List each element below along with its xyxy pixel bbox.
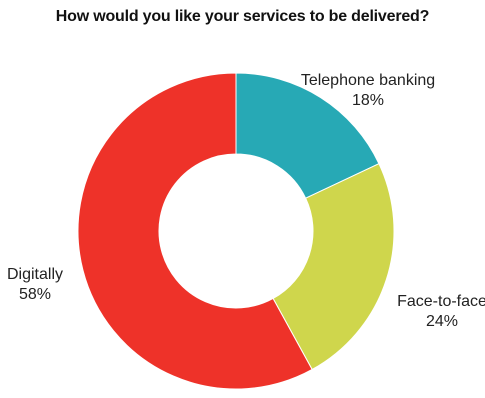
slice-label: Digitally: [7, 266, 63, 283]
chart-title: How would you like your services to be d…: [55, 8, 430, 25]
slice-digitally: [77, 72, 313, 390]
slice-face-to-face: [272, 163, 395, 371]
slice-telephone-banking: [235, 72, 380, 199]
slice-value-label: 58%: [19, 286, 51, 303]
donut-slices: [77, 72, 395, 390]
slice-labels: Telephone banking 18% Face-to-face 24% Digit…: [7, 72, 485, 330]
slice-label: Telephone banking: [301, 72, 435, 89]
slice-value-label: 18%: [352, 92, 384, 109]
slice-value-label: 24%: [426, 313, 458, 330]
slice-label: Face-to-face: [397, 293, 485, 310]
